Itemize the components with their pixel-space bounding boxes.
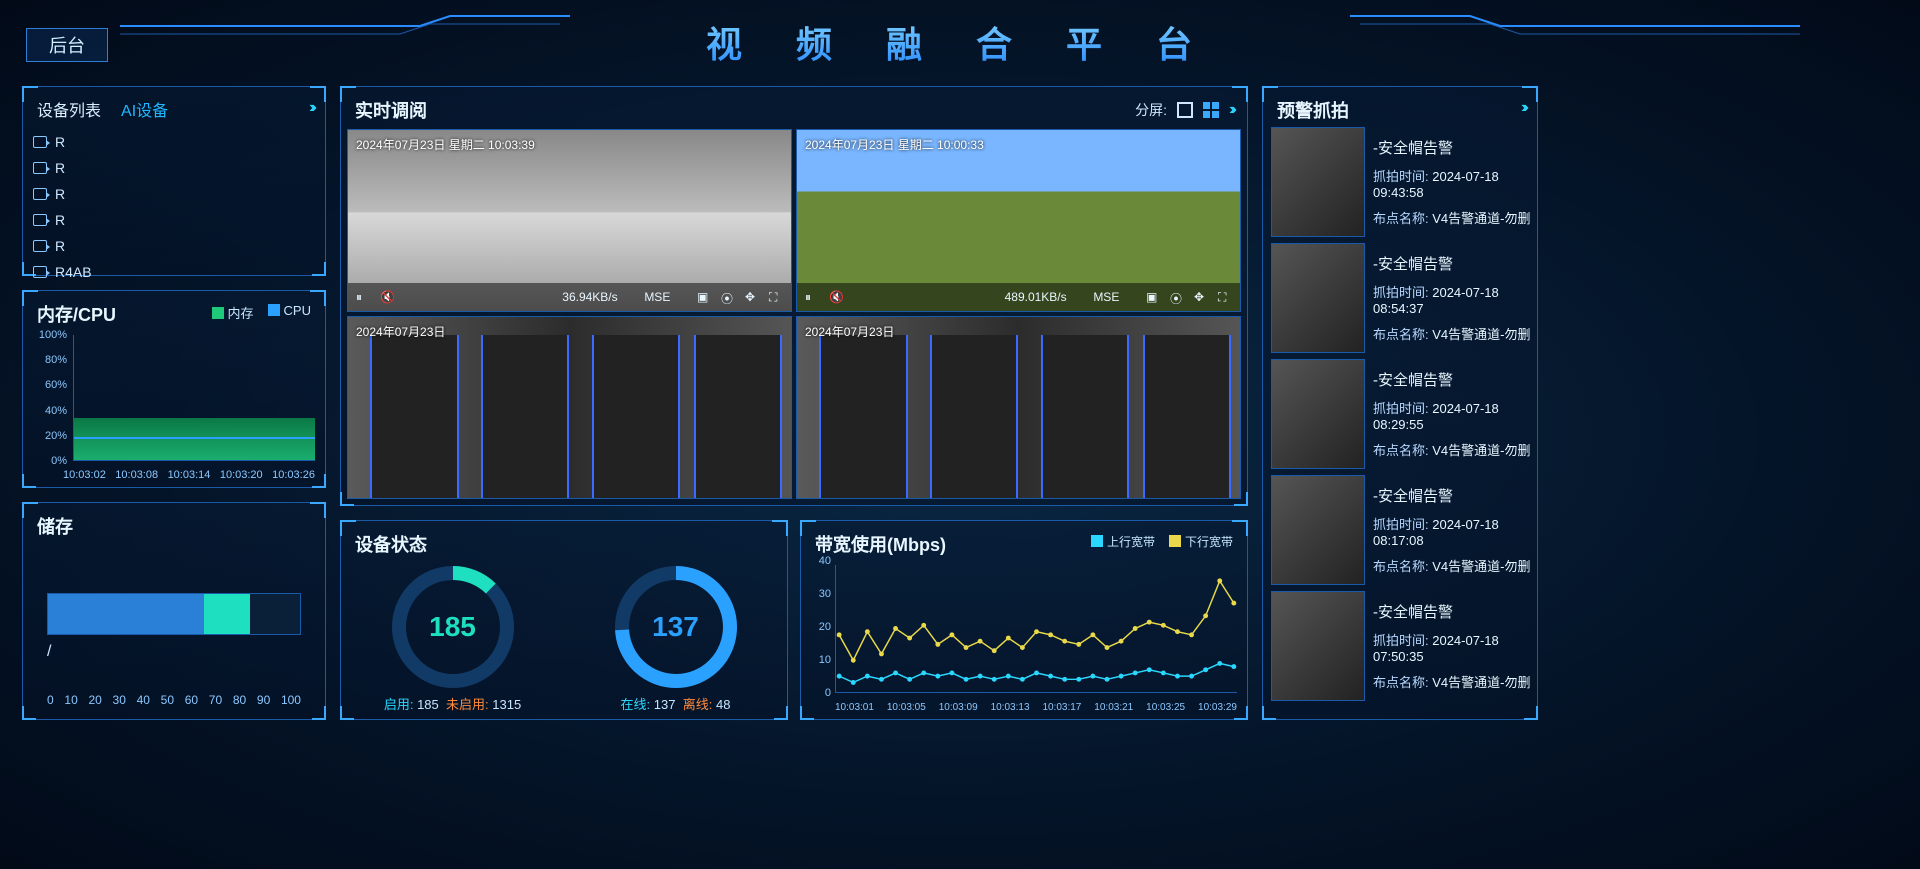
video-timestamp: 2024年07月23日 bbox=[805, 323, 894, 340]
header-ornament-left bbox=[120, 14, 570, 38]
gauge-enabled: 185 bbox=[383, 557, 523, 697]
pause-icon[interactable]: ⏸ bbox=[805, 290, 819, 304]
status-title: 设备状态 bbox=[341, 521, 787, 561]
alert-panel: 预警抓拍 ››› -安全帽告警抓拍时间: 2024-07-18 09:43:58… bbox=[1262, 86, 1538, 720]
snapshot-icon[interactable]: ▣ bbox=[1146, 290, 1160, 304]
record-icon[interactable]: ⦿ bbox=[721, 290, 735, 304]
bandwidth-panel: 带宽使用(Mbps) 上行宽带 下行宽带 403020100 10:03:011… bbox=[800, 520, 1248, 720]
chevrons-icon[interactable]: ››› bbox=[1229, 101, 1233, 119]
backstage-button[interactable]: 后台 bbox=[26, 28, 108, 62]
ptz-icon[interactable]: ✥ bbox=[745, 290, 759, 304]
camera-icon bbox=[33, 266, 47, 278]
camera-icon bbox=[33, 240, 47, 252]
alert-thumbnail bbox=[1271, 243, 1365, 353]
gauge-online: 137 bbox=[606, 557, 746, 697]
video-feed[interactable]: 2024年07月23日 星期二 10:03:39⏸🔇36.94KB/s MSE … bbox=[347, 129, 792, 312]
split-label: 分屏: bbox=[1135, 100, 1167, 120]
bandwidth-legend: 上行宽带 下行宽带 bbox=[1091, 533, 1233, 550]
video-timestamp: 2024年07月23日 bbox=[356, 323, 445, 340]
mem-cpu-legend: 内存 CPU bbox=[212, 303, 311, 322]
status-enabled-line: 启用: 185 未启用: 1315 bbox=[341, 694, 564, 713]
device-item[interactable]: R bbox=[33, 207, 315, 233]
chevrons-icon[interactable]: ››› bbox=[1521, 99, 1525, 117]
device-list-panel: 设备列表 AI设备 ››› RRRRRR4AB bbox=[22, 86, 326, 276]
video-timestamp: 2024年07月23日 星期二 10:00:33 bbox=[805, 136, 984, 153]
device-item[interactable]: R bbox=[33, 129, 315, 155]
ptz-icon[interactable]: ✥ bbox=[1194, 290, 1208, 304]
alert-name: -安全帽告警 bbox=[1373, 137, 1531, 158]
video-timestamp: 2024年07月23日 星期二 10:03:39 bbox=[356, 136, 535, 153]
legend-cpu: CPU bbox=[284, 303, 311, 318]
fullscreen-icon[interactable]: ⛶ bbox=[769, 290, 783, 304]
camera-icon bbox=[33, 162, 47, 174]
device-status-panel: 设备状态 185 137 启用: 185 未启用: 1315 在线: 137 离… bbox=[340, 520, 788, 720]
alert-item[interactable]: -安全帽告警抓拍时间: 2024-07-18 08:29:55布点名称: V4告… bbox=[1271, 359, 1531, 469]
legend-mem: 内存 bbox=[228, 306, 254, 321]
storage-panel: 储存 / 0102030405060708090100 bbox=[22, 502, 326, 720]
pause-icon[interactable]: ⏸ bbox=[356, 290, 370, 304]
device-item[interactable]: R bbox=[33, 155, 315, 181]
storage-label: / bbox=[47, 643, 51, 661]
device-item[interactable]: R4AB bbox=[33, 259, 315, 285]
fullscreen-icon[interactable]: ⛶ bbox=[1218, 290, 1232, 304]
snapshot-icon[interactable]: ▣ bbox=[697, 290, 711, 304]
alert-name: -安全帽告警 bbox=[1373, 601, 1531, 622]
header: 视 频 融 合 平 台 后台 bbox=[0, 0, 1920, 72]
status-online-line: 在线: 137 离线: 48 bbox=[564, 694, 787, 713]
camera-icon bbox=[33, 214, 47, 226]
video-feed[interactable]: 2024年07月23日 bbox=[796, 316, 1241, 499]
mute-icon[interactable]: 🔇 bbox=[829, 290, 843, 304]
page-title: 视 频 融 合 平 台 bbox=[706, 16, 1214, 68]
split-1-icon[interactable] bbox=[1177, 102, 1193, 118]
tab-ai-device[interactable]: AI设备 bbox=[121, 97, 168, 121]
alert-name: -安全帽告警 bbox=[1373, 485, 1531, 506]
chevrons-icon[interactable]: ››› bbox=[309, 99, 313, 117]
alert-name: -安全帽告警 bbox=[1373, 369, 1531, 390]
mute-icon[interactable]: 🔇 bbox=[380, 290, 394, 304]
alert-item[interactable]: -安全帽告警抓拍时间: 2024-07-18 09:43:58布点名称: V4告… bbox=[1271, 127, 1531, 237]
camera-icon bbox=[33, 136, 47, 148]
storage-title: 储存 bbox=[23, 503, 325, 543]
camera-icon bbox=[33, 188, 47, 200]
video-title: 实时调阅 bbox=[355, 97, 427, 123]
video-feed[interactable]: 2024年07月23日 bbox=[347, 316, 792, 499]
video-feed[interactable]: 2024年07月23日 星期二 10:00:33⏸🔇489.01KB/s MSE… bbox=[796, 129, 1241, 312]
record-icon[interactable]: ⦿ bbox=[1170, 290, 1184, 304]
header-ornament-right bbox=[1350, 14, 1800, 38]
storage-bar bbox=[47, 593, 301, 635]
video-panel: 实时调阅 分屏: ››› 2024年07月23日 星期二 10:03:39⏸🔇3… bbox=[340, 86, 1248, 506]
alert-title: 预警抓拍 bbox=[1263, 87, 1537, 127]
device-item[interactable]: R bbox=[33, 233, 315, 259]
alert-name: -安全帽告警 bbox=[1373, 253, 1531, 274]
alert-item[interactable]: -安全帽告警抓拍时间: 2024-07-18 07:50:35布点名称: V4告… bbox=[1271, 591, 1531, 701]
tab-device-list[interactable]: 设备列表 bbox=[37, 97, 101, 121]
legend-down: 下行宽带 bbox=[1185, 535, 1233, 549]
alert-item[interactable]: -安全帽告警抓拍时间: 2024-07-18 08:17:08布点名称: V4告… bbox=[1271, 475, 1531, 585]
alert-item[interactable]: -安全帽告警抓拍时间: 2024-07-18 08:54:37布点名称: V4告… bbox=[1271, 243, 1531, 353]
alert-thumbnail bbox=[1271, 359, 1365, 469]
mem-cpu-panel: 内存/CPU 内存 CPU 100%80%60%40%20%0% 10:03:0… bbox=[22, 290, 326, 488]
alert-thumbnail bbox=[1271, 475, 1365, 585]
alert-thumbnail bbox=[1271, 127, 1365, 237]
alert-thumbnail bbox=[1271, 591, 1365, 701]
legend-up: 上行宽带 bbox=[1107, 535, 1155, 549]
split-4-icon[interactable] bbox=[1203, 102, 1219, 118]
device-item[interactable]: R bbox=[33, 181, 315, 207]
